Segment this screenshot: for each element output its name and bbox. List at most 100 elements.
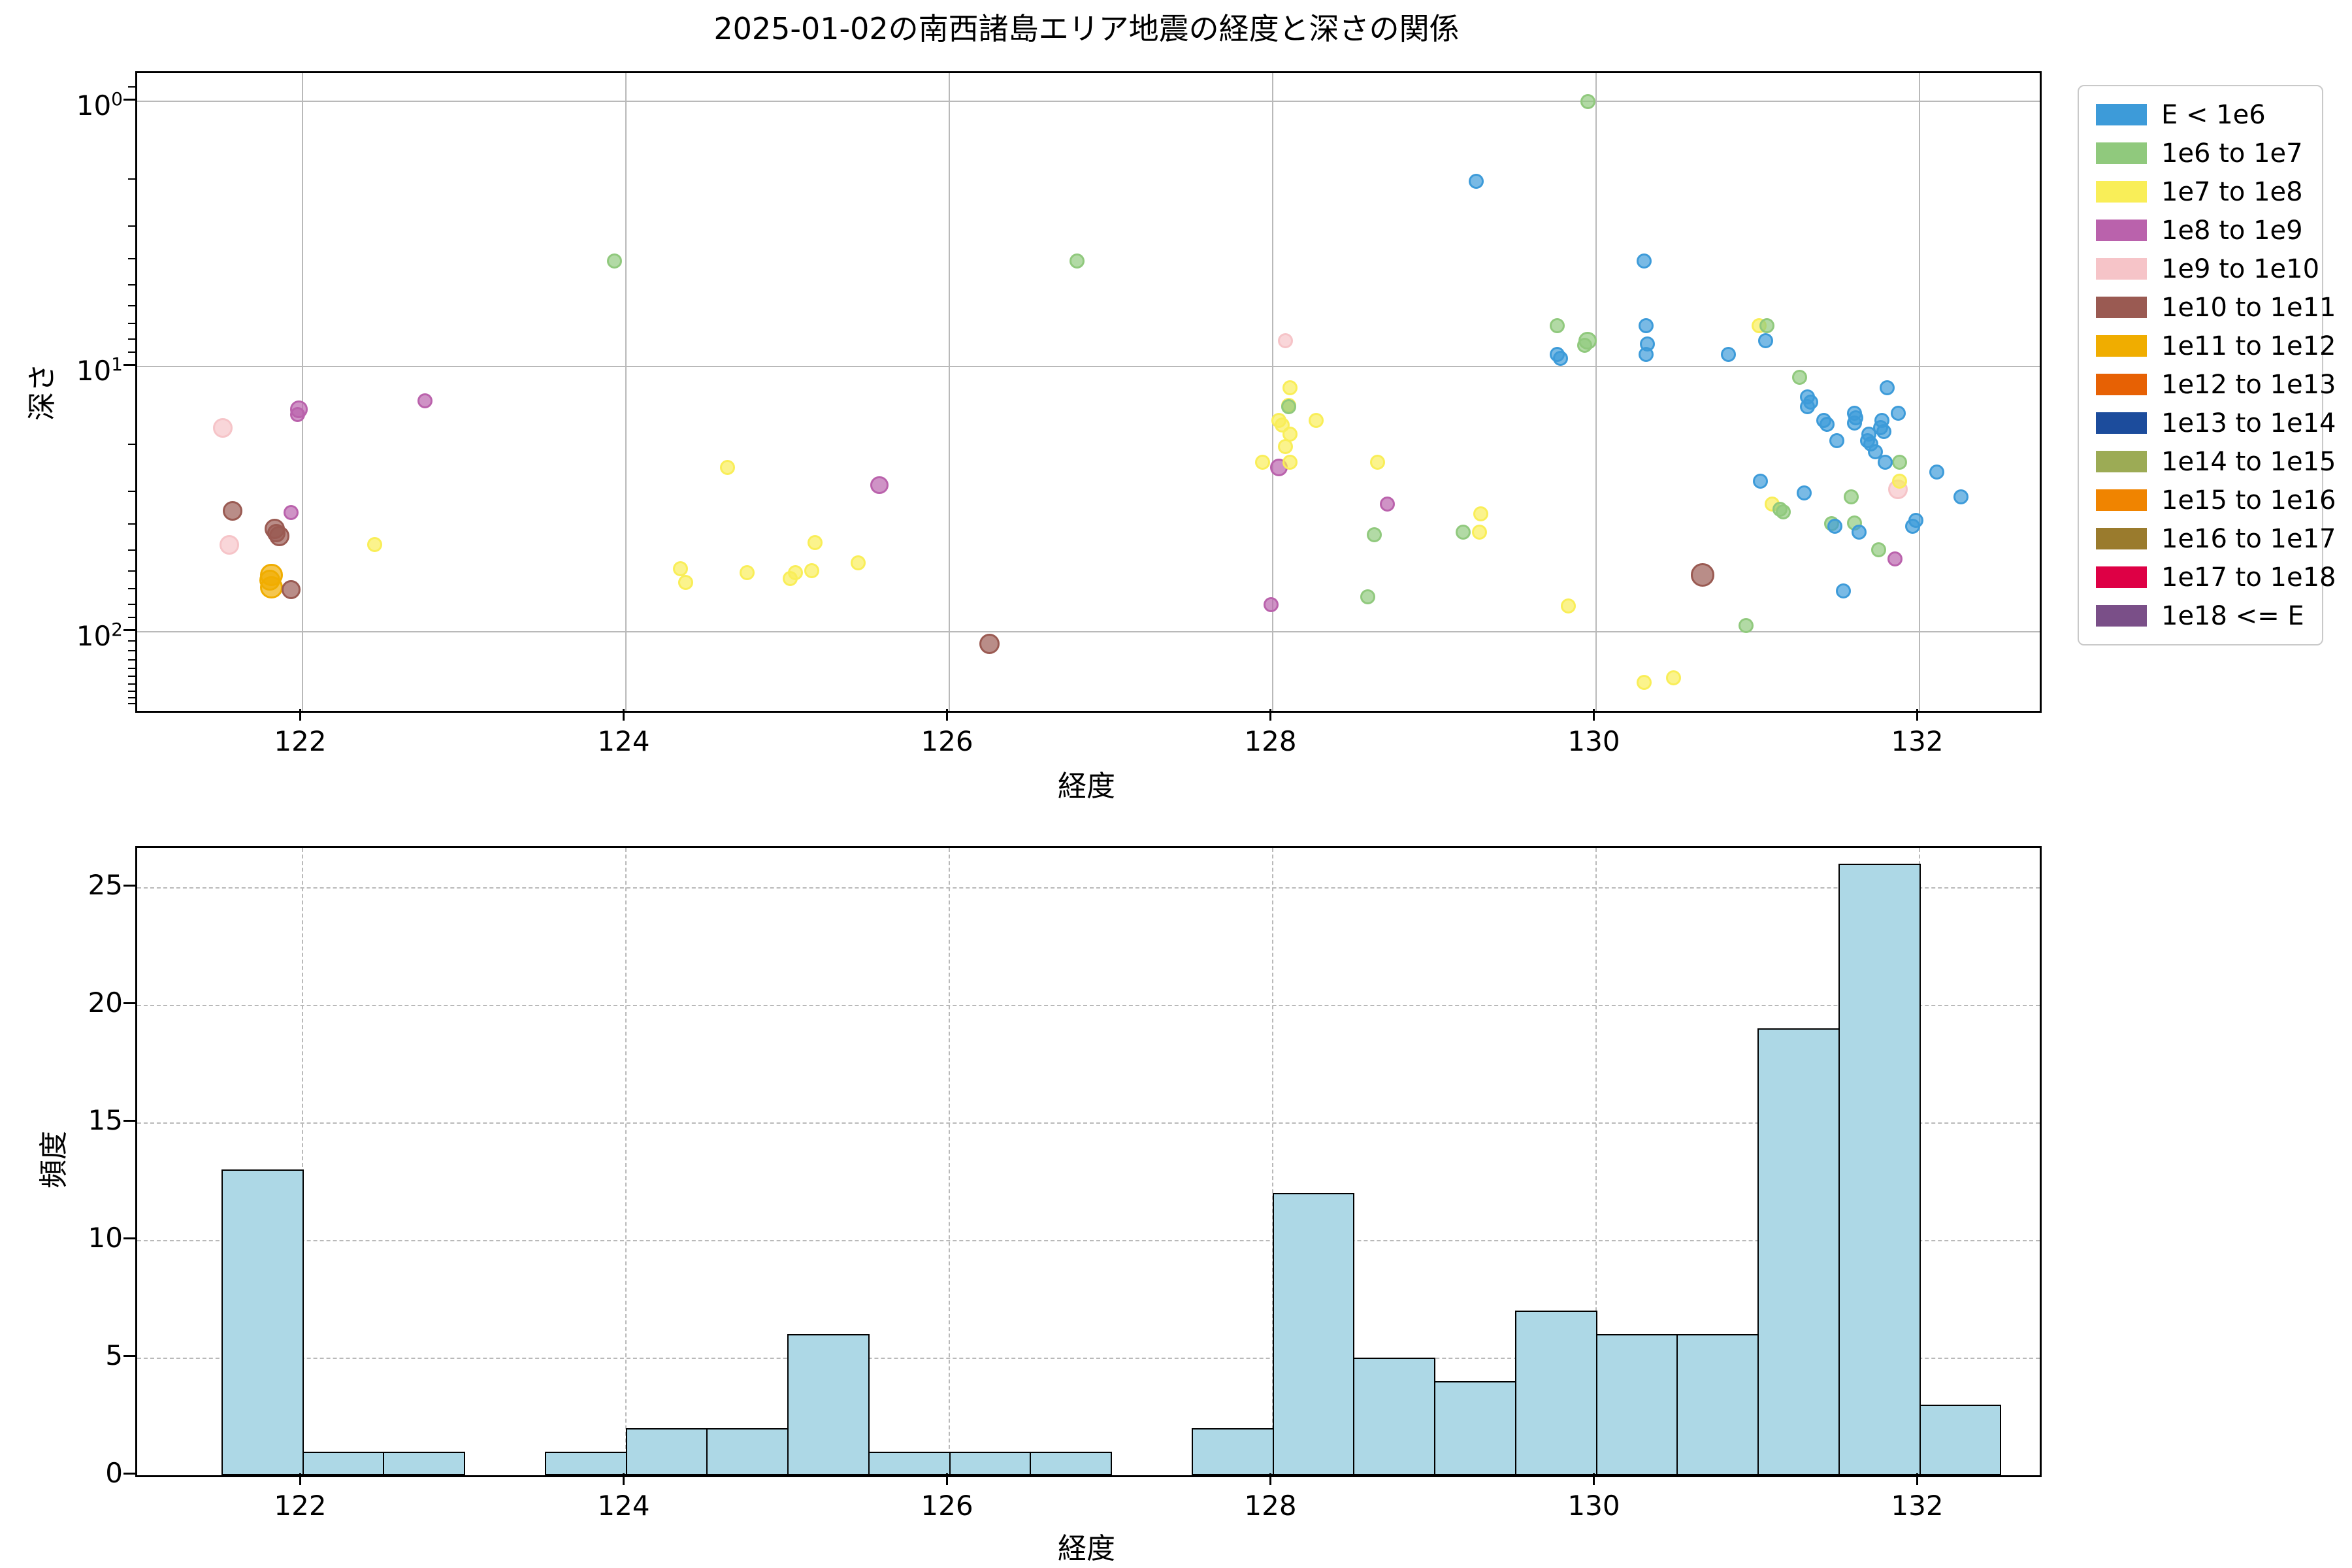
hist-bar	[1191, 1428, 1274, 1475]
x-tick	[946, 1473, 948, 1485]
y-minor-tick	[128, 683, 135, 685]
legend-entry-label: 1e10 to 1e11	[2161, 292, 2336, 323]
x-tick	[299, 709, 301, 721]
x-tick-label: 126	[921, 725, 973, 757]
legend: E < 1e6 1e6 to 1e7 1e7 to 1e8 1e8 to 1e9 1e9…	[2078, 85, 2336, 645]
scatter-point	[807, 534, 823, 550]
legend-swatch	[2096, 104, 2147, 125]
y-tick	[123, 1472, 135, 1475]
legend-entry-label: 1e17 to 1e18	[2161, 562, 2336, 593]
x-tick	[623, 709, 625, 721]
scatter-gridline-x	[1271, 73, 1273, 711]
legend-entry-label: 1e11 to 1e12	[2161, 331, 2336, 361]
hist-bar	[949, 1452, 1032, 1475]
scatter-gridline-x	[625, 73, 627, 711]
scatter-point	[1753, 473, 1769, 489]
hist-bar	[625, 1428, 708, 1475]
scatter-point	[1468, 173, 1484, 189]
scatter-point	[367, 537, 383, 553]
scatter-point	[1637, 674, 1652, 690]
legend-swatch	[2096, 489, 2147, 511]
hist-bar	[787, 1334, 870, 1475]
legend-swatch	[2096, 220, 2147, 241]
y-tick-label: 25	[88, 869, 123, 901]
scatter-point	[1471, 524, 1487, 540]
x-tick-label: 130	[1567, 725, 1620, 757]
hist-gridline-y	[137, 1240, 2040, 1241]
scatter-point	[1871, 542, 1887, 557]
scatter-point	[1720, 346, 1736, 362]
hist-gridline-y	[137, 1358, 2040, 1359]
scatter-point	[1277, 333, 1293, 349]
y-minor-tick	[128, 323, 135, 325]
scatter-point	[1282, 380, 1298, 395]
legend-entry-label: E < 1e6	[2161, 99, 2266, 130]
legend-entry: 1e10 to 1e11	[2085, 293, 2336, 323]
legend-swatch	[2096, 142, 2147, 164]
hist-bar	[1757, 1028, 1840, 1475]
scatter-gridline-x	[301, 73, 303, 711]
scatter-point	[1691, 563, 1714, 587]
y-minor-tick	[128, 668, 135, 670]
scatter-point	[267, 524, 286, 542]
hist-gridline-x	[948, 848, 950, 1475]
scatter-point	[1069, 253, 1085, 269]
y-minor-tick	[128, 490, 135, 492]
y-minor-tick	[128, 650, 135, 652]
scatter-point	[1878, 455, 1893, 470]
x-tick-label: 132	[1891, 725, 1944, 757]
x-tick-label: 122	[274, 725, 327, 757]
legend-entry: 1e17 to 1e18	[2085, 563, 2336, 593]
y-tick-label: 0	[105, 1457, 123, 1489]
y-tick	[123, 1119, 135, 1122]
y-minor-tick	[128, 588, 135, 590]
hist-gridline-y	[137, 1005, 2040, 1006]
y-tick-label: 5	[105, 1339, 123, 1371]
x-tick	[1593, 709, 1595, 721]
hist-bar	[1595, 1334, 1678, 1475]
hist-bar	[868, 1452, 951, 1475]
y-minor-tick	[128, 225, 135, 227]
x-tick-label: 128	[1244, 725, 1297, 757]
y-minor-tick	[128, 304, 135, 306]
legend-entry-label: 1e9 to 1e10	[2161, 253, 2320, 284]
legend-entry-label: 1e12 to 1e13	[2161, 369, 2336, 400]
scatter-point	[1560, 598, 1576, 614]
scatter-point	[678, 574, 693, 590]
y-tick	[123, 1237, 135, 1239]
legend-swatch	[2096, 258, 2147, 280]
legend-entry-label: 1e8 to 1e9	[2161, 215, 2303, 246]
legend-entry: 1e15 to 1e16	[2085, 485, 2336, 515]
scatter-point	[1552, 350, 1568, 366]
x-tick-label: 124	[597, 725, 650, 757]
scatter-point	[1890, 405, 1906, 421]
scatter-point	[283, 504, 299, 520]
hist-xlabel: 経度	[1058, 1532, 1115, 1565]
legend-swatch	[2096, 605, 2147, 627]
x-tick	[946, 709, 948, 721]
scatter-point	[1800, 399, 1816, 415]
scatter-point	[1819, 416, 1835, 432]
y-tick-label: 100	[76, 88, 123, 122]
legend-entry-label: 1e13 to 1e14	[2161, 408, 2336, 438]
hist-bar	[1030, 1452, 1112, 1475]
x-tick	[1269, 709, 1271, 721]
hist-bar	[1434, 1381, 1516, 1475]
scatter-point	[606, 253, 622, 269]
legend-entry: 1e13 to 1e14	[2085, 408, 2336, 438]
x-tick-label: 126	[921, 1490, 973, 1522]
scatter-point	[1640, 336, 1656, 351]
y-minor-tick	[128, 603, 135, 605]
scatter-point	[1473, 506, 1489, 522]
hist-bar	[1272, 1193, 1355, 1475]
x-tick-label: 132	[1891, 1490, 1944, 1522]
hist-gridline-x	[1595, 848, 1597, 1475]
y-minor-tick	[128, 444, 135, 446]
scatter-point	[1892, 473, 1908, 489]
scatter-point	[1844, 489, 1859, 504]
hist-bar	[1514, 1311, 1597, 1475]
scatter-point	[1868, 444, 1884, 460]
scatter-point	[1549, 318, 1565, 333]
x-tick	[1269, 1473, 1271, 1485]
